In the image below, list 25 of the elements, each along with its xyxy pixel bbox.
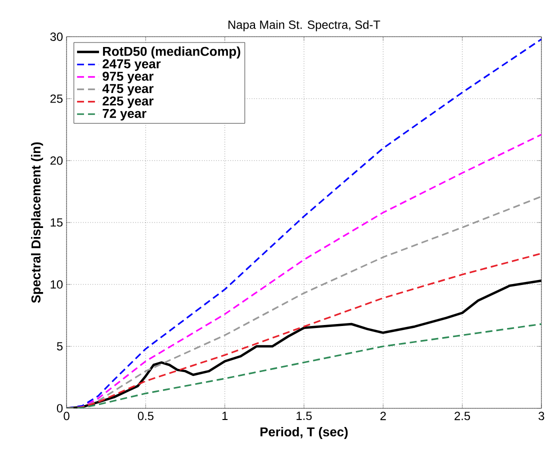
legend-label: 475 year bbox=[102, 84, 154, 96]
x-tick-label: 0 bbox=[64, 412, 70, 420]
y-tick-label: 20 bbox=[50, 156, 63, 165]
y-tick-label: 25 bbox=[50, 94, 63, 103]
line-series bbox=[66, 252, 542, 408]
x-tick-label: 3 bbox=[538, 412, 544, 420]
x-tick-label: 0.5 bbox=[138, 412, 154, 420]
y-tick-label: 30 bbox=[50, 32, 63, 41]
chart-title: Napa Main St. Spectra, Sd-T bbox=[228, 20, 380, 32]
x-tick-label: 1 bbox=[222, 412, 228, 420]
x-tick-label: 1.5 bbox=[296, 412, 312, 420]
legend-label: 225 year bbox=[102, 96, 154, 108]
y-tick-label: 15 bbox=[50, 218, 63, 227]
legend-label: 2475 year bbox=[102, 59, 161, 71]
y-tick-label: 5 bbox=[56, 342, 63, 351]
x-axis-title: Period, T (sec) bbox=[260, 427, 348, 439]
legend-label: 72 year bbox=[102, 108, 146, 121]
y-tick-label: 0 bbox=[56, 404, 63, 412]
y-tick-label: 10 bbox=[50, 280, 63, 289]
legend-label: 975 year bbox=[102, 72, 154, 84]
x-tick-label: 2 bbox=[380, 412, 386, 420]
legend-label: RotD50 (medianComp) bbox=[103, 46, 240, 59]
line-series bbox=[66, 38, 542, 408]
x-tick-label: 2.5 bbox=[454, 412, 470, 420]
y-axis-title: Spectral Displacement (in) bbox=[31, 142, 44, 303]
